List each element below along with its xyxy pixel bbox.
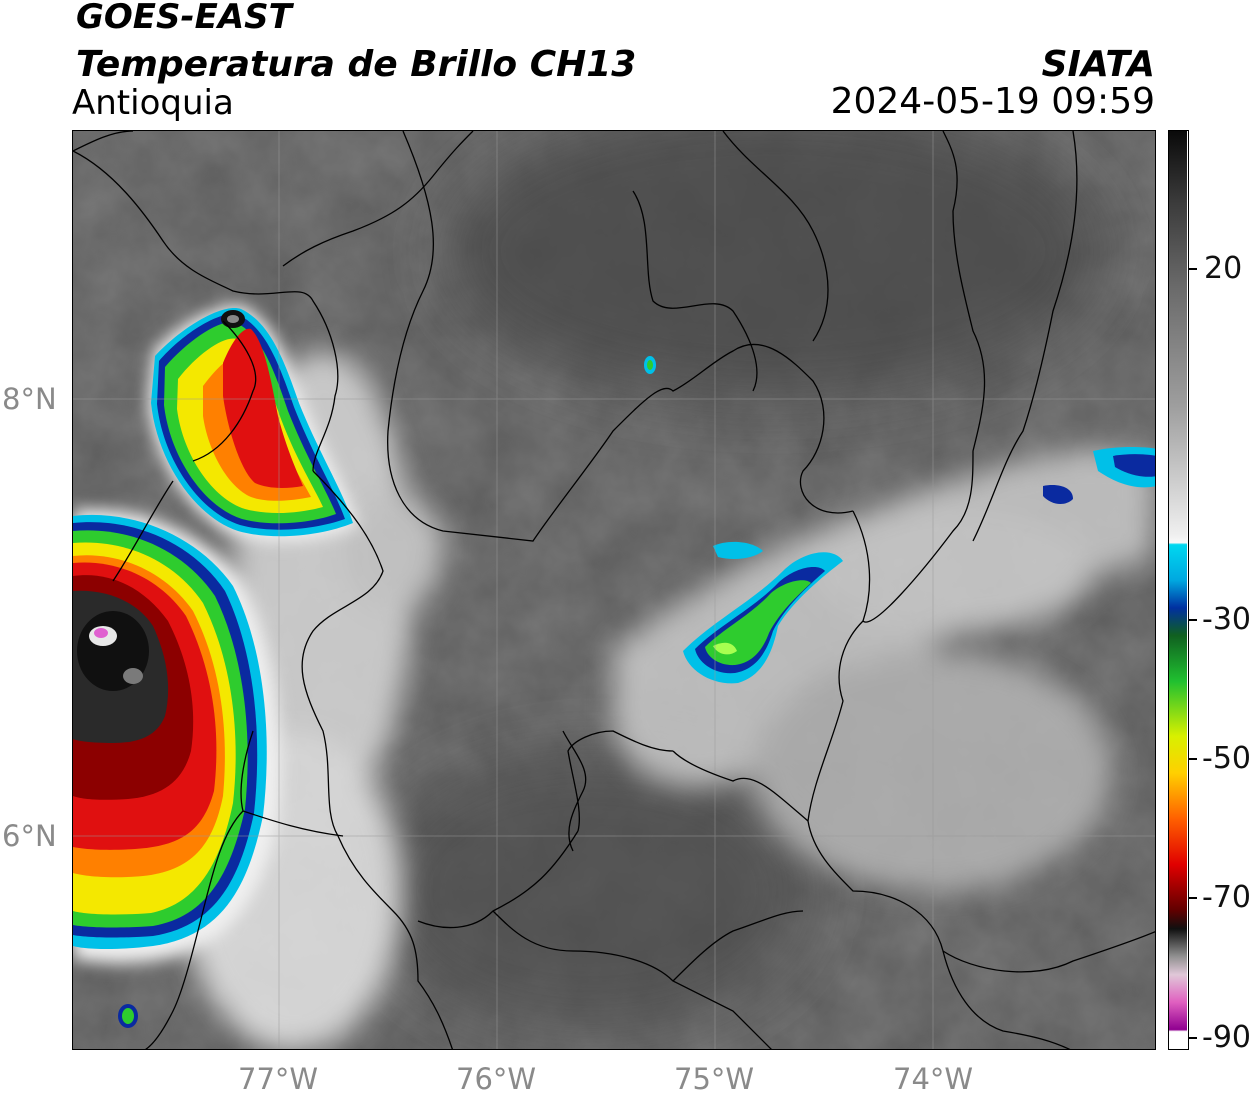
- colorbar-label-20: 20: [1204, 251, 1243, 286]
- map-svg: [73, 131, 1155, 1049]
- colorbar-tick-minus30: [1189, 619, 1197, 621]
- colorbar-label-minus90: -90: [1202, 1020, 1251, 1055]
- colorbar-gradient: [1169, 131, 1187, 1048]
- colorbar-label-minus50: -50: [1202, 741, 1251, 776]
- colorbar-tick-minus50: [1189, 758, 1197, 760]
- lat-label-8N: 8°N: [2, 382, 57, 416]
- colorbar-tick-minus90: [1189, 1037, 1197, 1039]
- lon-label-76W: 76°W: [456, 1062, 537, 1096]
- lon-label-75W: 75°W: [674, 1062, 755, 1096]
- boundaries: [73, 131, 1155, 1049]
- colorbar-tick-minus70: [1189, 897, 1197, 899]
- product-title: Temperatura de Brillo CH13: [76, 44, 637, 85]
- satellite-map[interactable]: [72, 130, 1156, 1050]
- datetime-label: 2024-05-19 09:59: [830, 81, 1155, 122]
- satellite-title: GOES-EAST: [76, 0, 292, 37]
- storm-west: [73, 509, 282, 964]
- agency-label: SIATA: [1041, 44, 1155, 85]
- colorbar: [1168, 130, 1189, 1050]
- colorbar-label-minus30: -30: [1202, 602, 1251, 637]
- storm-north: [148, 305, 358, 542]
- graticule: [73, 131, 1155, 1049]
- lat-label-6N: 6°N: [2, 819, 57, 853]
- region-label: Antioquia: [72, 83, 234, 123]
- storm-central: [118, 356, 843, 1028]
- lon-label-74W: 74°W: [893, 1062, 974, 1096]
- colorbar-tick-20: [1189, 268, 1197, 270]
- colorbar-label-minus70: -70: [1202, 880, 1251, 915]
- lon-label-77W: 77°W: [238, 1062, 319, 1096]
- storm-east: [1043, 446, 1155, 505]
